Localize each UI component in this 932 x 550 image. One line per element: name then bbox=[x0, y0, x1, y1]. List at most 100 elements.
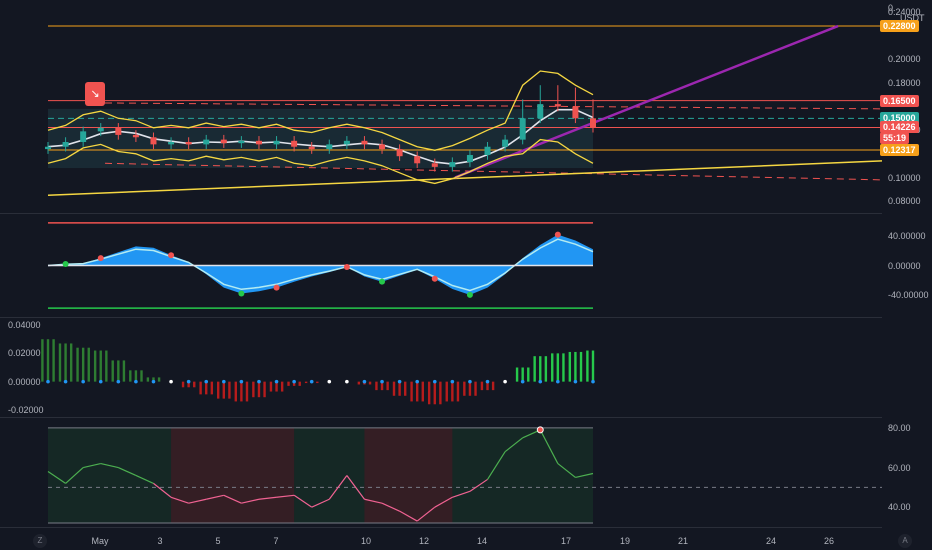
rsi-line bbox=[399, 510, 418, 522]
histogram-bar bbox=[64, 343, 67, 382]
down-arrow-icon[interactable]: ↘ bbox=[85, 82, 105, 106]
histogram-bar bbox=[439, 381, 442, 405]
histogram-bar bbox=[533, 356, 536, 382]
time-tick: 12 bbox=[418, 536, 430, 546]
oscillator-tick: -40.00000 bbox=[888, 289, 929, 300]
histogram-bar bbox=[245, 381, 249, 402]
bollinger-lower bbox=[47, 138, 594, 185]
zero-cross-dot bbox=[468, 379, 472, 384]
time-tick: 24 bbox=[765, 536, 777, 546]
histogram-bar bbox=[140, 370, 143, 382]
zero-cross-dot bbox=[573, 379, 578, 384]
price-tag: 0.22800 bbox=[880, 20, 919, 33]
zero-cross-dot bbox=[415, 379, 419, 384]
rsi-line bbox=[118, 466, 137, 477]
histogram-bar bbox=[134, 370, 138, 382]
histogram-bar bbox=[468, 381, 472, 396]
histogram-bar bbox=[69, 343, 73, 382]
price-tick: 0.24000 bbox=[888, 6, 921, 17]
zero-cross-dot bbox=[274, 379, 279, 384]
rsi-line bbox=[223, 494, 242, 504]
cross-marker bbox=[343, 263, 350, 270]
histogram-bar bbox=[486, 381, 489, 391]
histogram-bar bbox=[181, 381, 185, 388]
time-tick: 26 bbox=[823, 536, 835, 546]
chart-canvas[interactable] bbox=[0, 0, 882, 550]
histogram-bar bbox=[129, 370, 132, 382]
time-tick: 5 bbox=[215, 536, 221, 546]
histogram-tick: 0.00000 bbox=[8, 376, 41, 387]
zero-cross-dot bbox=[257, 379, 261, 384]
zero-cross-dot bbox=[98, 379, 103, 384]
rsi-line bbox=[452, 490, 471, 498]
axis-top-label: 0. bbox=[888, 3, 896, 13]
zero-cross-dot bbox=[81, 379, 85, 384]
histogram-bar bbox=[217, 381, 220, 399]
candle-body bbox=[590, 118, 596, 128]
bollinger-upper bbox=[47, 70, 594, 151]
histogram-bar bbox=[392, 381, 396, 396]
candle-body bbox=[168, 142, 175, 145]
cross-marker bbox=[466, 291, 473, 298]
zero-cross-dot bbox=[450, 379, 455, 384]
zero-cross-dot bbox=[485, 379, 490, 384]
candle-body bbox=[80, 131, 87, 142]
histogram-tick: -0.02000 bbox=[8, 404, 44, 415]
zero-cross-dot bbox=[309, 379, 314, 384]
rsi-line bbox=[364, 498, 383, 504]
price-axis[interactable] bbox=[882, 0, 932, 550]
channel-upper-line bbox=[104, 102, 882, 110]
zero-cross-dot bbox=[292, 379, 296, 384]
candle-body bbox=[343, 140, 350, 145]
cross-marker bbox=[431, 275, 438, 282]
histogram-bar bbox=[451, 381, 454, 402]
histogram-bar bbox=[152, 377, 155, 382]
histogram-bar bbox=[445, 381, 448, 402]
cross-marker bbox=[379, 278, 386, 285]
zero-cross-dot bbox=[345, 379, 349, 384]
zero-cross-dot bbox=[222, 379, 226, 384]
zero-cross-dot bbox=[591, 379, 595, 384]
candle-body bbox=[291, 140, 298, 147]
candle-body bbox=[150, 137, 157, 145]
price-tag: 0.12317 bbox=[880, 144, 919, 157]
histogram-bar bbox=[568, 351, 572, 382]
histogram-bar bbox=[205, 381, 208, 395]
rsi-line bbox=[557, 463, 576, 478]
histogram-bar bbox=[480, 381, 484, 391]
histogram-bar bbox=[210, 381, 214, 395]
zero-cross-dot bbox=[520, 379, 525, 384]
histogram-bar bbox=[316, 381, 319, 384]
candle-body bbox=[132, 134, 139, 138]
corner-left-label[interactable]: Z bbox=[33, 534, 47, 548]
rsi-peak-marker bbox=[536, 426, 544, 434]
histogram-bar bbox=[456, 381, 460, 402]
rsi-line bbox=[135, 474, 154, 484]
candle-body bbox=[45, 146, 51, 150]
rsi-line bbox=[241, 498, 260, 504]
histogram-bar bbox=[304, 381, 308, 384]
histogram-bar bbox=[404, 381, 407, 396]
histogram-bar bbox=[579, 351, 583, 382]
rsi-tick: 60.00 bbox=[888, 462, 911, 473]
histogram-bar bbox=[105, 350, 108, 382]
price-tag: 0.16500 bbox=[880, 94, 919, 107]
zero-cross-dot bbox=[204, 379, 209, 384]
candle-body bbox=[273, 140, 280, 145]
candle-body bbox=[572, 106, 579, 119]
histogram-bar bbox=[292, 381, 296, 386]
rsi-line bbox=[258, 496, 277, 500]
candle-body bbox=[414, 156, 421, 164]
pane-separator bbox=[0, 527, 882, 528]
cross-marker bbox=[97, 255, 104, 262]
rsi-line bbox=[504, 437, 524, 453]
candle-body bbox=[396, 149, 403, 157]
histogram-bar bbox=[252, 381, 255, 398]
rsi-line bbox=[575, 472, 594, 479]
candle-body bbox=[466, 155, 473, 163]
rsi-line bbox=[487, 451, 506, 480]
oscillator-tick: 40.00000 bbox=[888, 231, 926, 242]
corner-right-label[interactable]: A bbox=[898, 534, 912, 548]
rsi-line bbox=[188, 498, 207, 504]
histogram-bar bbox=[551, 353, 554, 382]
